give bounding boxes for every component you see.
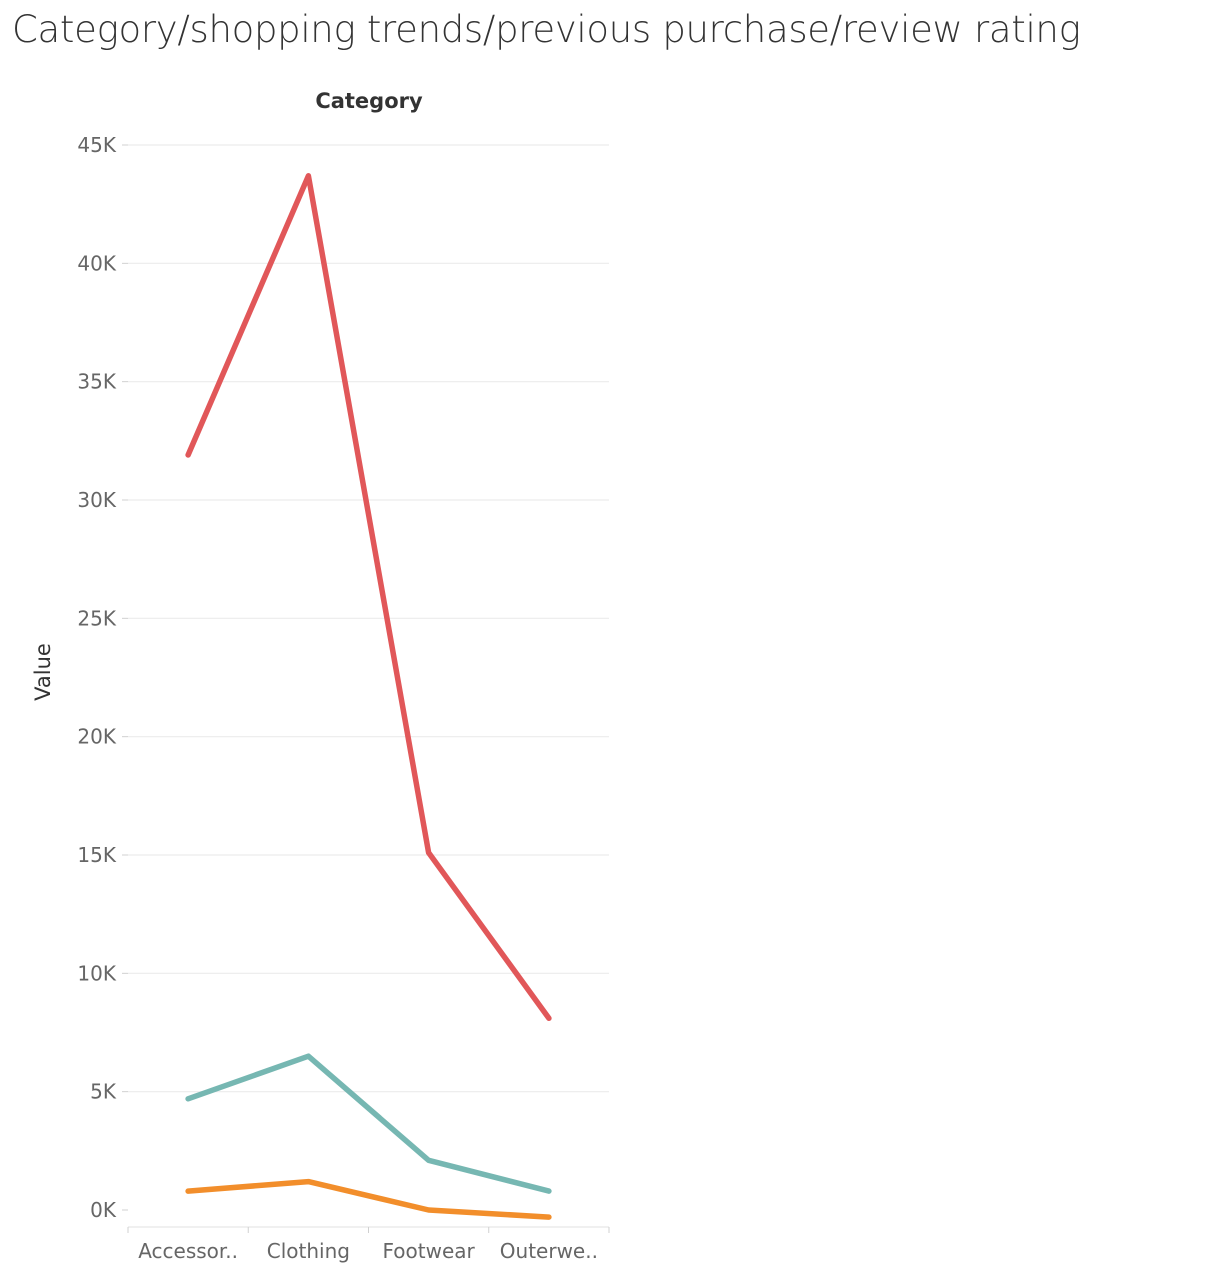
series-line-2 <box>185 1053 552 1194</box>
page-title: Category/shopping trends/previous purcha… <box>12 8 1081 51</box>
y-tick-label: 5K <box>90 1080 117 1104</box>
gridlines <box>128 144 609 1093</box>
y-tick-label: 20K <box>77 725 116 749</box>
labels: Category Value 0K 5K 10K 15K 20K 25K 30K 35K 40K… <box>31 89 598 1263</box>
y-tick-label: 15K <box>77 843 116 867</box>
x-tick-label: Clothing <box>267 1239 350 1263</box>
x-tick-label: Footwear <box>383 1239 476 1263</box>
y-tick-label: 25K <box>77 606 116 630</box>
series-lines <box>185 173 552 1220</box>
y-axis-title: Value <box>31 643 55 701</box>
y-tick-label: 40K <box>77 251 116 275</box>
y-tick-label: 0K <box>90 1198 117 1222</box>
y-tick-label: 30K <box>77 488 116 512</box>
x-tick-label: Accessor.. <box>138 1239 238 1263</box>
axes <box>122 144 610 1233</box>
column-header-category: Category <box>315 89 423 113</box>
x-tick-label: Outerwe.. <box>500 1239 598 1263</box>
y-tick-label: 35K <box>77 370 116 394</box>
y-tick-label: 10K <box>77 961 116 985</box>
y-tick-label: 45K <box>77 133 116 157</box>
series-line-3 <box>185 1178 552 1220</box>
series-line-1 <box>185 173 552 1022</box>
